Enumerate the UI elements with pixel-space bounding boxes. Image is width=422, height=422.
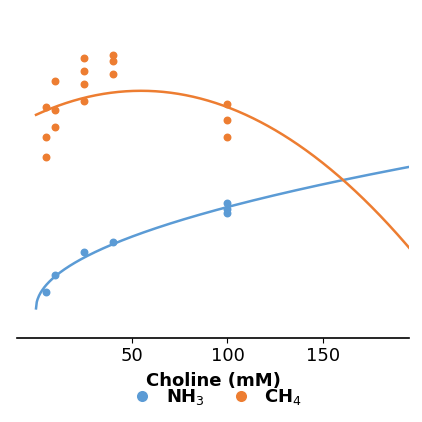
Point (81, 81, 87, 87)
Point (52, 124, 59, 130)
Point (224, 100, 231, 107)
Point (52, 107, 59, 114)
Point (224, 209, 231, 216)
Point (109, 58, 116, 65)
Point (81, 68, 87, 74)
Point (42, 288, 49, 295)
Point (224, 199, 231, 206)
Point (224, 133, 231, 140)
Legend: NH$_3$, CH$_4$: NH$_3$, CH$_4$ (117, 380, 309, 414)
Point (52, 272, 59, 279)
Point (81, 249, 87, 255)
Point (52, 78, 59, 84)
Point (42, 104, 49, 111)
Point (224, 117, 231, 124)
Point (109, 51, 116, 58)
X-axis label: Choline (mM): Choline (mM) (146, 372, 281, 390)
Point (42, 153, 49, 160)
Point (109, 239, 116, 246)
Point (42, 133, 49, 140)
Point (81, 97, 87, 104)
Point (81, 54, 87, 61)
Point (109, 71, 116, 78)
Point (224, 206, 231, 213)
